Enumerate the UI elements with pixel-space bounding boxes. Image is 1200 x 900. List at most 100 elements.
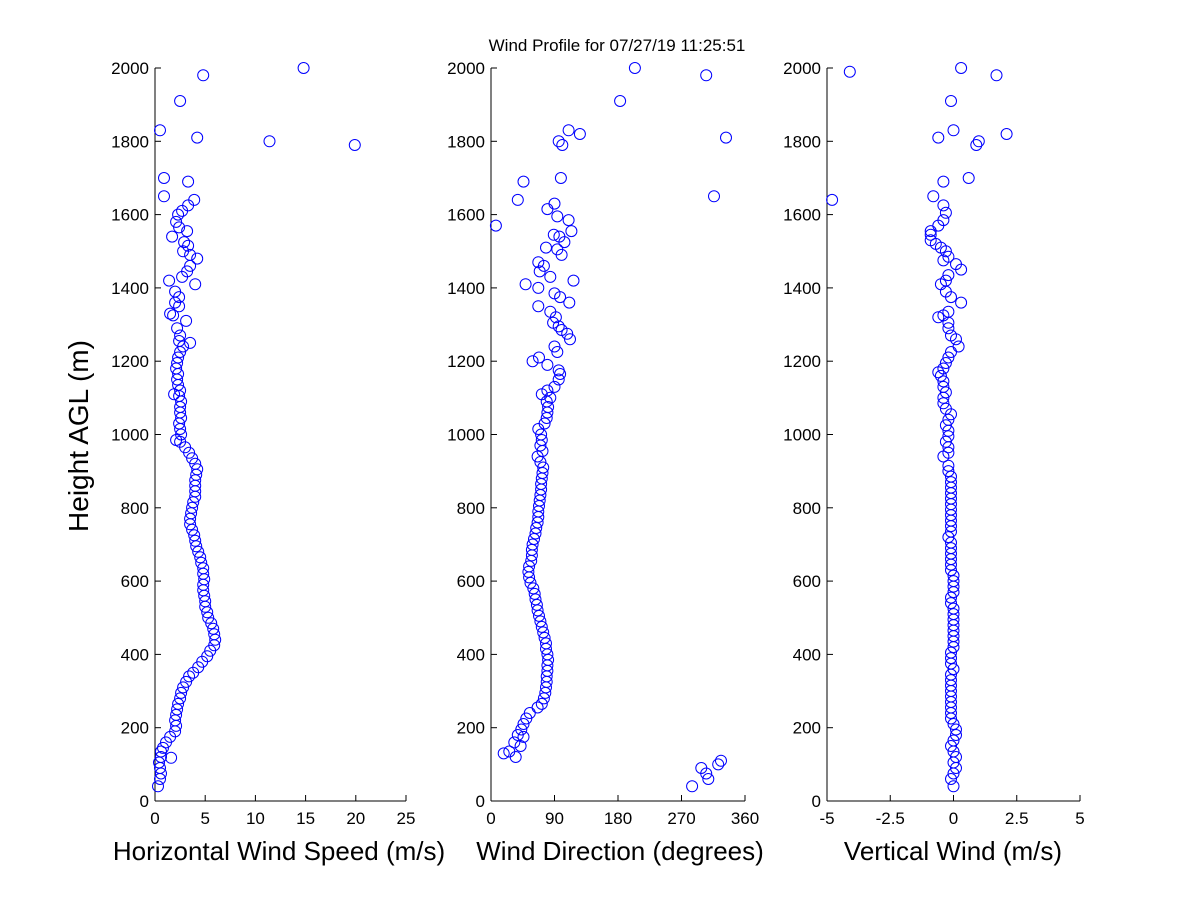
x-tick-label: 90 bbox=[545, 809, 564, 828]
data-point bbox=[942, 465, 955, 478]
data-point bbox=[547, 316, 560, 329]
data-point bbox=[542, 401, 555, 413]
data-point bbox=[939, 274, 952, 287]
data-point bbox=[189, 534, 202, 547]
data-point bbox=[538, 631, 551, 644]
data-point bbox=[932, 311, 945, 324]
data-point bbox=[535, 697, 548, 710]
data-point bbox=[535, 620, 548, 633]
data-point bbox=[170, 215, 183, 228]
y-tick-label: 400 bbox=[121, 645, 149, 664]
data-point bbox=[532, 281, 545, 294]
y-tick-label: 0 bbox=[476, 792, 485, 811]
data-point bbox=[937, 199, 950, 212]
data-point bbox=[180, 314, 193, 327]
data-point bbox=[191, 252, 204, 265]
y-tick-label: 1200 bbox=[783, 352, 821, 371]
data-point bbox=[939, 357, 952, 369]
data-point bbox=[195, 556, 208, 569]
data-point bbox=[947, 575, 960, 588]
data-point bbox=[202, 611, 215, 624]
panel-wind-direction: Wind Direction (degrees) 0 90 180 270 360 0 20… bbox=[447, 59, 764, 866]
y-tick-label: 0 bbox=[812, 792, 821, 811]
y-tick-label: 200 bbox=[793, 719, 821, 738]
data-point bbox=[533, 351, 545, 364]
data-point bbox=[947, 608, 960, 621]
data-point bbox=[945, 329, 957, 342]
data-point bbox=[183, 670, 196, 683]
data-point bbox=[152, 780, 164, 793]
data-point bbox=[489, 219, 502, 232]
data-point bbox=[497, 747, 510, 760]
x-tick-label: 180 bbox=[604, 809, 632, 828]
data-point bbox=[567, 274, 580, 287]
panel-vertical-wind-xlabel: Vertical Wind (m/s) bbox=[844, 836, 1062, 866]
x-tick-label: 360 bbox=[731, 809, 759, 828]
data-point bbox=[947, 663, 960, 676]
data-point bbox=[945, 542, 957, 555]
x-tick-label: 0 bbox=[949, 809, 958, 828]
data-point bbox=[937, 375, 950, 388]
data-point bbox=[169, 285, 182, 298]
data-point bbox=[947, 124, 960, 137]
data-point bbox=[532, 300, 545, 313]
data-point bbox=[555, 324, 568, 336]
y-tick-label: 1200 bbox=[111, 352, 149, 371]
data-point bbox=[927, 190, 940, 203]
data-point bbox=[537, 461, 550, 474]
data-point bbox=[544, 391, 557, 404]
data-point bbox=[947, 734, 960, 747]
data-point bbox=[937, 362, 950, 375]
y-tick-label: 1600 bbox=[111, 206, 149, 225]
data-point bbox=[197, 69, 210, 82]
data-point bbox=[182, 175, 195, 188]
data-point bbox=[942, 446, 955, 459]
y-tick-label: 400 bbox=[793, 645, 821, 664]
data-point bbox=[937, 380, 950, 393]
data-point bbox=[942, 351, 955, 364]
data-point bbox=[173, 300, 186, 313]
data-point bbox=[945, 674, 957, 687]
y-tick-label: 1200 bbox=[447, 352, 485, 371]
data-point bbox=[950, 258, 962, 271]
data-point bbox=[947, 780, 960, 793]
data-point bbox=[573, 128, 586, 140]
data-point bbox=[544, 305, 557, 318]
data-point bbox=[962, 172, 975, 184]
data-point bbox=[947, 602, 960, 615]
data-point bbox=[712, 758, 725, 771]
y-tick-label: 1400 bbox=[783, 279, 821, 298]
data-point bbox=[937, 214, 950, 227]
data-point bbox=[175, 686, 188, 699]
data-point bbox=[348, 139, 361, 151]
data-point bbox=[197, 562, 210, 575]
y-tick-label: 800 bbox=[457, 499, 485, 518]
data-point bbox=[947, 718, 960, 730]
y-tick-label: 200 bbox=[121, 719, 149, 738]
data-point bbox=[180, 675, 193, 688]
data-point bbox=[514, 740, 527, 752]
y-tick-label: 1400 bbox=[111, 279, 149, 298]
data-point bbox=[541, 358, 554, 371]
data-point bbox=[165, 751, 178, 764]
data-point bbox=[297, 62, 310, 74]
data-point bbox=[924, 234, 937, 247]
data-point bbox=[843, 65, 856, 78]
data-point bbox=[945, 476, 957, 489]
data-point bbox=[552, 364, 565, 377]
data-point bbox=[178, 236, 191, 249]
data-point bbox=[189, 278, 202, 291]
data-point bbox=[708, 190, 720, 203]
data-point bbox=[720, 131, 732, 144]
data-point bbox=[942, 413, 955, 426]
data-point bbox=[207, 622, 220, 635]
data-point bbox=[201, 650, 214, 663]
data-point bbox=[553, 230, 566, 243]
y-tick-label: 600 bbox=[793, 572, 821, 591]
panel-wind-direction-xlabel: Wind Direction (degrees) bbox=[476, 836, 764, 866]
data-point bbox=[537, 626, 550, 639]
data-point bbox=[547, 228, 560, 241]
y-tick-label: 400 bbox=[457, 645, 485, 664]
data-point bbox=[172, 697, 185, 710]
